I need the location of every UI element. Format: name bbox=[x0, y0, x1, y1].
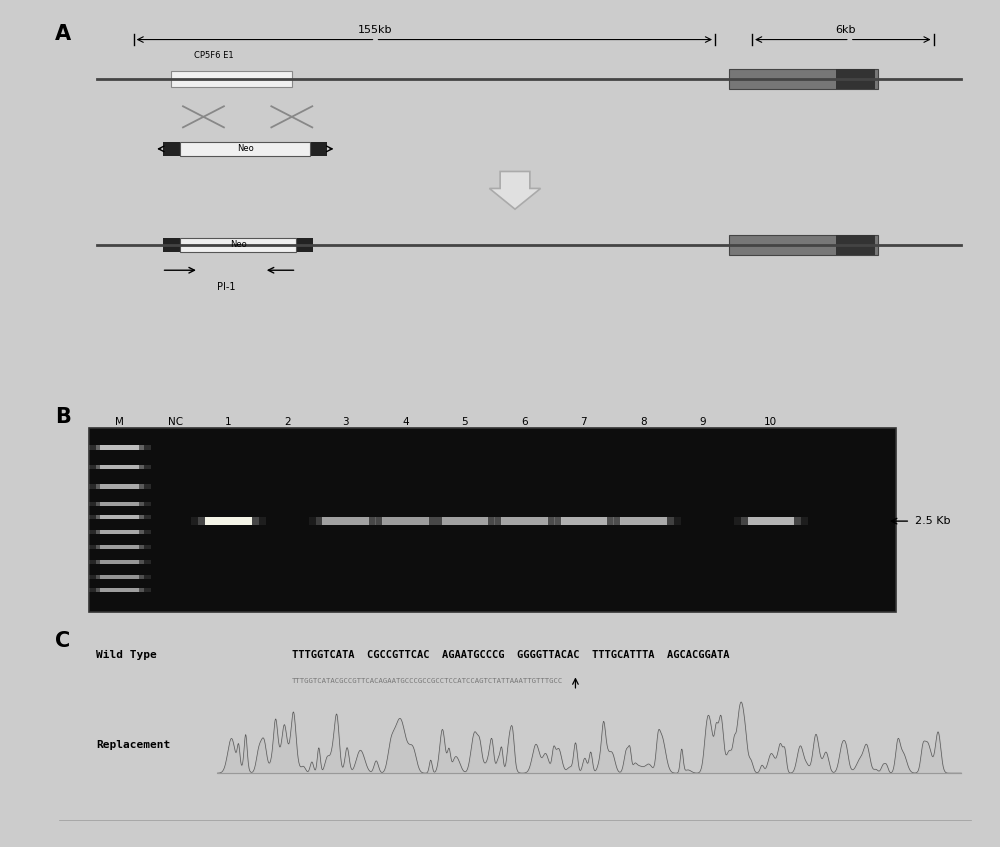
Text: 1: 1 bbox=[225, 418, 232, 428]
FancyBboxPatch shape bbox=[748, 517, 794, 525]
FancyBboxPatch shape bbox=[191, 517, 266, 525]
FancyBboxPatch shape bbox=[96, 465, 144, 469]
Text: 6: 6 bbox=[521, 418, 528, 428]
FancyBboxPatch shape bbox=[89, 588, 151, 592]
FancyBboxPatch shape bbox=[309, 517, 383, 525]
FancyBboxPatch shape bbox=[89, 515, 151, 518]
FancyBboxPatch shape bbox=[729, 235, 878, 255]
FancyBboxPatch shape bbox=[435, 517, 495, 525]
Text: 2.5 Kb: 2.5 Kb bbox=[915, 516, 950, 526]
FancyBboxPatch shape bbox=[100, 502, 139, 506]
FancyBboxPatch shape bbox=[836, 235, 875, 255]
FancyBboxPatch shape bbox=[96, 484, 144, 489]
Text: Wild Type: Wild Type bbox=[96, 650, 157, 661]
FancyBboxPatch shape bbox=[89, 529, 151, 534]
FancyBboxPatch shape bbox=[180, 238, 296, 252]
FancyBboxPatch shape bbox=[100, 575, 139, 579]
FancyBboxPatch shape bbox=[375, 517, 435, 525]
FancyBboxPatch shape bbox=[96, 588, 144, 592]
Text: 10: 10 bbox=[764, 418, 777, 428]
Text: TTTGGTCATA  CGCCGTTCAC  AGAATGCCCG  GGGGTTACAC  TTTGCATTTA  AGCACGGATA: TTTGGTCATA CGCCGTTCAC AGAATGCCCG GGGGTTA… bbox=[292, 650, 729, 661]
FancyBboxPatch shape bbox=[89, 429, 896, 612]
FancyBboxPatch shape bbox=[836, 69, 875, 90]
FancyBboxPatch shape bbox=[89, 484, 151, 489]
Text: B: B bbox=[55, 407, 71, 427]
FancyBboxPatch shape bbox=[613, 517, 674, 525]
Text: 6kb: 6kb bbox=[835, 25, 855, 35]
Text: NC: NC bbox=[168, 418, 183, 428]
FancyBboxPatch shape bbox=[606, 517, 681, 525]
FancyBboxPatch shape bbox=[561, 517, 607, 525]
FancyBboxPatch shape bbox=[382, 517, 429, 525]
Text: 4: 4 bbox=[402, 418, 409, 428]
FancyBboxPatch shape bbox=[89, 560, 151, 564]
Text: A: A bbox=[55, 25, 71, 45]
FancyBboxPatch shape bbox=[620, 517, 667, 525]
FancyBboxPatch shape bbox=[100, 446, 139, 450]
FancyBboxPatch shape bbox=[741, 517, 801, 525]
Text: 5: 5 bbox=[461, 418, 468, 428]
FancyBboxPatch shape bbox=[96, 515, 144, 518]
FancyBboxPatch shape bbox=[96, 529, 144, 534]
Text: Neo: Neo bbox=[237, 144, 254, 153]
FancyBboxPatch shape bbox=[729, 69, 878, 90]
FancyBboxPatch shape bbox=[442, 517, 488, 525]
FancyBboxPatch shape bbox=[547, 517, 621, 525]
Text: Neo: Neo bbox=[230, 241, 247, 250]
FancyBboxPatch shape bbox=[322, 517, 369, 525]
FancyBboxPatch shape bbox=[89, 446, 151, 450]
FancyBboxPatch shape bbox=[198, 517, 259, 525]
FancyBboxPatch shape bbox=[163, 238, 180, 252]
Text: C: C bbox=[55, 631, 70, 650]
FancyBboxPatch shape bbox=[96, 446, 144, 450]
Text: TTTGGTCATACGCCGTTCACAGAATGCCCGCCGCCTCCATCCAGTCTATTAAATTGTTTGCC: TTTGGTCATACGCCGTTCACAGAATGCCCGCCGCCTCCAT… bbox=[292, 678, 563, 684]
Text: CP5F6 E1: CP5F6 E1 bbox=[194, 52, 234, 60]
FancyBboxPatch shape bbox=[100, 484, 139, 489]
FancyBboxPatch shape bbox=[487, 517, 562, 525]
FancyBboxPatch shape bbox=[89, 502, 151, 506]
Text: 155kb: 155kb bbox=[358, 25, 393, 35]
FancyBboxPatch shape bbox=[96, 575, 144, 579]
FancyBboxPatch shape bbox=[100, 465, 139, 469]
Text: 3: 3 bbox=[342, 418, 349, 428]
FancyBboxPatch shape bbox=[100, 588, 139, 592]
Text: 8: 8 bbox=[640, 418, 647, 428]
Text: 2: 2 bbox=[284, 418, 290, 428]
FancyBboxPatch shape bbox=[368, 517, 442, 525]
FancyBboxPatch shape bbox=[100, 560, 139, 564]
FancyBboxPatch shape bbox=[96, 560, 144, 564]
FancyBboxPatch shape bbox=[205, 517, 252, 525]
FancyBboxPatch shape bbox=[89, 575, 151, 579]
FancyBboxPatch shape bbox=[89, 545, 151, 549]
FancyBboxPatch shape bbox=[163, 141, 180, 156]
FancyBboxPatch shape bbox=[296, 238, 313, 252]
FancyBboxPatch shape bbox=[554, 517, 614, 525]
FancyBboxPatch shape bbox=[316, 517, 376, 525]
Text: 9: 9 bbox=[700, 418, 706, 428]
FancyBboxPatch shape bbox=[501, 517, 548, 525]
FancyBboxPatch shape bbox=[734, 517, 808, 525]
Polygon shape bbox=[489, 171, 541, 209]
FancyBboxPatch shape bbox=[428, 517, 502, 525]
FancyBboxPatch shape bbox=[96, 545, 144, 549]
FancyBboxPatch shape bbox=[205, 517, 252, 525]
FancyBboxPatch shape bbox=[100, 545, 139, 549]
Text: Replacement: Replacement bbox=[96, 739, 171, 750]
FancyBboxPatch shape bbox=[180, 141, 310, 156]
FancyBboxPatch shape bbox=[89, 465, 151, 469]
Text: PI-1: PI-1 bbox=[217, 282, 236, 292]
FancyBboxPatch shape bbox=[171, 71, 292, 87]
FancyBboxPatch shape bbox=[100, 515, 139, 518]
FancyBboxPatch shape bbox=[100, 529, 139, 534]
Text: M: M bbox=[115, 418, 124, 428]
FancyBboxPatch shape bbox=[494, 517, 555, 525]
Text: 7: 7 bbox=[581, 418, 587, 428]
FancyBboxPatch shape bbox=[310, 141, 327, 156]
FancyBboxPatch shape bbox=[96, 502, 144, 506]
